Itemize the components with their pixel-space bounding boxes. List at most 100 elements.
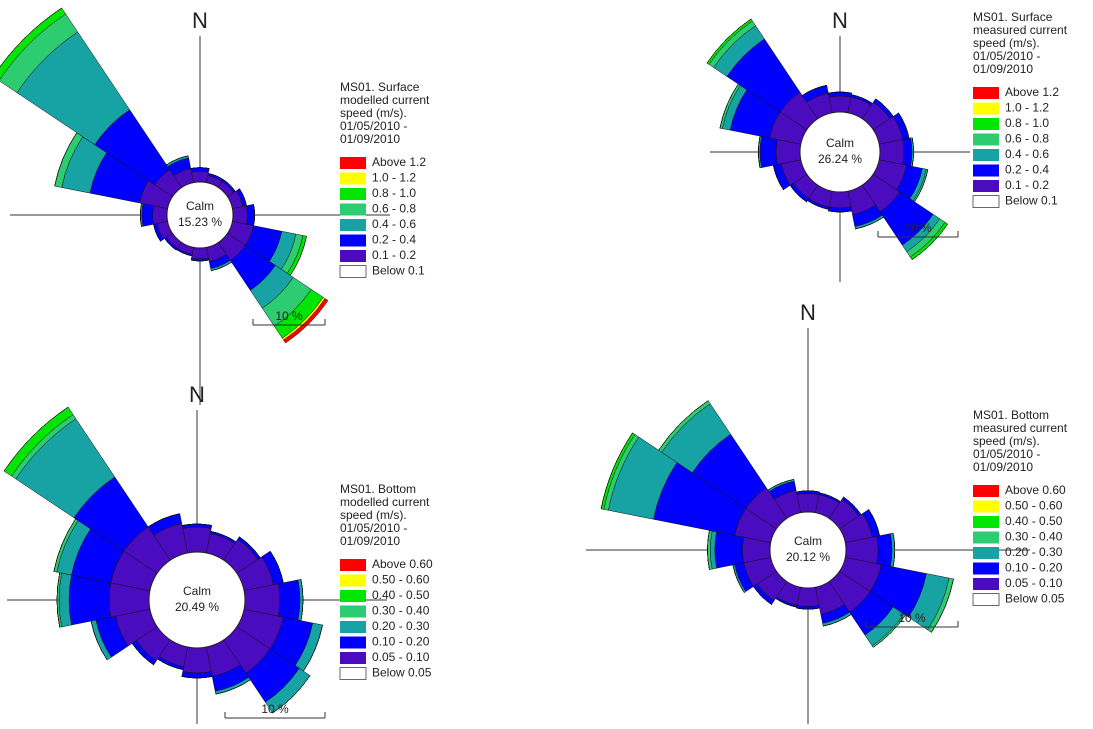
- sector-segment: [68, 574, 111, 626]
- sector-segment: [278, 579, 301, 621]
- legend-swatch: [973, 531, 999, 544]
- legend-title: speed (m/s).: [973, 36, 1040, 50]
- sector-segment: [232, 205, 248, 225]
- legend-title: 01/09/2010: [340, 534, 400, 548]
- legend-title: MS01. Surface: [973, 10, 1053, 24]
- legend-swatch: [973, 164, 999, 177]
- legend-label: 0.40 - 0.50: [1005, 514, 1063, 528]
- legend-swatch: [973, 516, 999, 528]
- legend-title: speed (m/s).: [340, 508, 407, 522]
- legend-title: 01/05/2010 -: [973, 447, 1040, 461]
- legend-swatch: [973, 149, 999, 161]
- legend-title: modelled current: [340, 93, 430, 107]
- legend-label: Above 0.60: [1005, 483, 1066, 497]
- legend-title: 01/05/2010 -: [973, 49, 1040, 63]
- legend-label: 0.05 - 0.10: [372, 650, 430, 664]
- legend-title: 01/09/2010: [973, 460, 1033, 474]
- sector-segment: [283, 298, 329, 344]
- legend-swatch: [340, 574, 366, 587]
- legend-swatch: [973, 578, 999, 590]
- sector-segment: [600, 432, 633, 509]
- legend-title: measured current: [973, 421, 1068, 435]
- sector-segment: [191, 247, 209, 260]
- legend-swatch: [340, 636, 366, 649]
- calm-circle: [769, 511, 847, 589]
- legend-label: 1.0 - 1.2: [1005, 101, 1049, 115]
- legend-swatch: [340, 157, 366, 169]
- sector-segment: [246, 204, 255, 226]
- legend-swatch: [340, 605, 366, 618]
- sector-segment: [828, 91, 852, 94]
- legend-label: Below 0.1: [372, 264, 425, 278]
- legend-label: 0.30 - 0.40: [372, 604, 430, 618]
- legend-swatch: [972, 593, 1000, 606]
- legend-label: 0.1 - 0.2: [372, 248, 416, 262]
- legend-swatch: [973, 102, 999, 115]
- legend-title: 01/09/2010: [973, 62, 1033, 76]
- calm-value: 20.49 %: [175, 600, 219, 614]
- north-label: N: [800, 300, 816, 325]
- sector-segment: [796, 586, 820, 607]
- legend-label: 0.1 - 0.2: [1005, 178, 1049, 192]
- legend-swatch: [972, 195, 1000, 208]
- sector-segment: [191, 170, 209, 183]
- sector-segment: [166, 155, 189, 166]
- legend-title: MS01. Bottom: [973, 408, 1049, 422]
- legend-swatch: [339, 667, 367, 680]
- sector-segment: [714, 531, 744, 569]
- calm-label: Calm: [794, 534, 822, 548]
- sector-segment: [828, 95, 852, 114]
- legend-label: 0.20 - 0.30: [1005, 545, 1063, 559]
- legend-label: 0.30 - 0.40: [1005, 530, 1063, 544]
- sector-segment: [215, 679, 251, 695]
- scale-label: 10 %: [275, 309, 303, 323]
- legend-swatch: [973, 180, 999, 192]
- legend-title: MS01. Bottom: [340, 482, 416, 496]
- sector-segment: [141, 203, 154, 227]
- sector-segment: [147, 513, 180, 528]
- sector-segment: [152, 205, 168, 225]
- legend-swatch: [973, 547, 999, 559]
- legend-swatch: [973, 485, 999, 497]
- legend-swatch: [340, 590, 366, 602]
- calm-value: 20.12 %: [786, 550, 830, 564]
- legend-title: speed (m/s).: [340, 106, 407, 120]
- scale-label: 10 %: [261, 702, 289, 716]
- sector-segment: [190, 167, 210, 169]
- legend-label: 0.10 - 0.20: [372, 635, 430, 649]
- sector-segment: [876, 533, 893, 567]
- legend-label: Below 0.05: [372, 666, 432, 680]
- legend-title: measured current: [973, 23, 1068, 37]
- legend-label: Below 0.1: [1005, 194, 1058, 208]
- legend-label: Above 0.60: [372, 557, 433, 571]
- legend-label: 0.2 - 0.4: [1005, 163, 1049, 177]
- sector-segment: [658, 400, 709, 451]
- legend-label: 0.4 - 0.6: [372, 217, 416, 231]
- legend-label: 0.8 - 1.0: [372, 186, 416, 200]
- legend-title: MS01. Surface: [340, 80, 420, 94]
- legend-label: 0.40 - 0.50: [372, 588, 430, 602]
- legend-swatch: [340, 234, 366, 247]
- sector-segment: [759, 136, 778, 168]
- legend-label: 0.6 - 0.8: [372, 202, 416, 216]
- legend-swatch: [973, 562, 999, 575]
- sector-segment: [828, 210, 852, 213]
- calm-label: Calm: [826, 136, 854, 150]
- legend-label: 1.0 - 1.2: [372, 171, 416, 185]
- legend-swatch: [973, 500, 999, 513]
- sector-segment: [902, 137, 913, 167]
- legend-label: 0.50 - 0.60: [1005, 499, 1063, 513]
- calm-value: 15.23 %: [178, 215, 222, 229]
- legend-swatch: [340, 188, 366, 200]
- legend-label: Above 1.2: [372, 155, 426, 169]
- north-label: N: [192, 8, 208, 33]
- sector-segment: [190, 259, 210, 262]
- scale-label: 10 %: [904, 221, 932, 235]
- calm-label: Calm: [186, 199, 214, 213]
- legend-label: 0.50 - 0.60: [372, 573, 430, 587]
- legend-label: 0.20 - 0.30: [372, 619, 430, 633]
